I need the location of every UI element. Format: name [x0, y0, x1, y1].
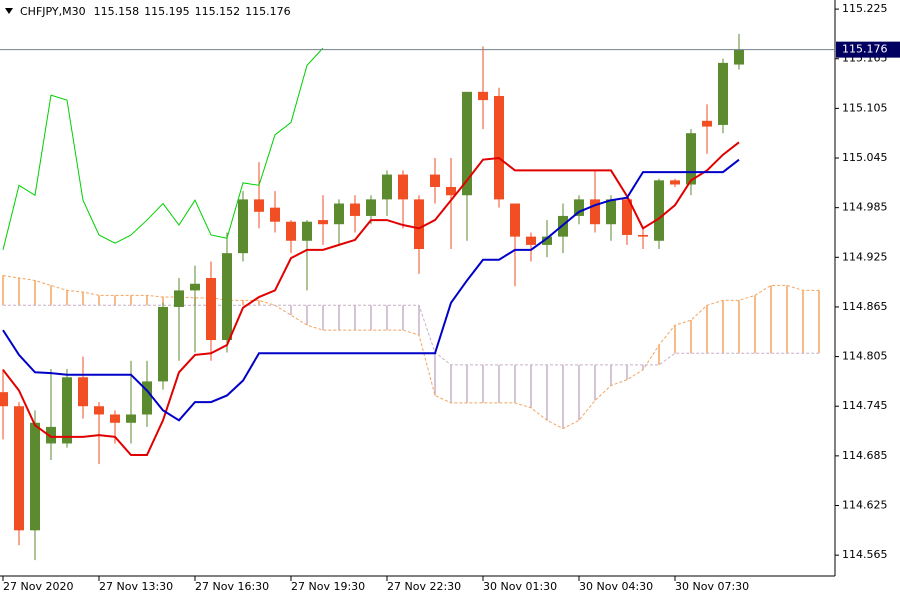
price-label-box [836, 41, 900, 58]
x-tick-label: 27 Nov 19:30 [291, 580, 365, 593]
candle-body [318, 220, 328, 225]
indicator-line [2, 141, 740, 457]
candle-body [462, 91, 472, 196]
senkou-span-a [2, 275, 819, 430]
candle-body [190, 283, 200, 291]
x-tick-label: 27 Nov 16:30 [195, 580, 269, 593]
candle-body [606, 199, 616, 225]
candle-body [398, 174, 408, 200]
candle-body [46, 426, 56, 444]
candle-body [158, 306, 168, 382]
candle-body [734, 49, 744, 65]
y-tick-label: 114.805 [842, 350, 888, 363]
candle-body [206, 277, 216, 341]
x-tick-label: 27 Nov 22:30 [387, 580, 461, 593]
y-tick-label: 114.625 [842, 499, 888, 512]
low: 115.152 [195, 5, 241, 18]
candle-body [718, 62, 728, 125]
candle-body [286, 221, 296, 241]
y-tick-label: 115.045 [842, 151, 888, 164]
candle-body [14, 406, 24, 531]
candle-body [526, 236, 536, 245]
candle-body [254, 199, 264, 212]
candle-body [638, 234, 648, 237]
x-tick-label: 30 Nov 04:30 [579, 580, 653, 593]
price-label: 115.176 [842, 43, 888, 56]
candle-body [142, 381, 152, 415]
candle-body [94, 406, 104, 415]
indicator-line [2, 158, 740, 422]
candle-body [174, 290, 184, 307]
candle-body [222, 253, 232, 341]
candle-body [654, 180, 664, 241]
candle-body [446, 186, 456, 196]
indicator-line [2, 47, 324, 250]
candle-body [78, 377, 88, 407]
candle-body [494, 95, 504, 200]
y-tick-label: 115.225 [842, 2, 888, 15]
close: 115.176 [245, 5, 291, 18]
plot-area [0, 33, 820, 561]
candle-body [478, 91, 488, 101]
x-tick-label: 30 Nov 07:30 [675, 580, 749, 593]
candle-body [62, 377, 72, 444]
candle-body [0, 392, 8, 407]
candle-body [334, 203, 344, 225]
x-tick-label: 27 Nov 13:30 [99, 580, 173, 593]
candle-body [350, 203, 360, 216]
y-tick-label: 114.745 [842, 399, 888, 412]
candle-body [126, 414, 136, 423]
candle-body [542, 236, 552, 245]
x-tick-label: 30 Nov 01:30 [483, 580, 557, 593]
symbol-header: CHFJPY,M30 115.158 115.195 115.152 115.176 [20, 5, 291, 18]
candle-body [238, 199, 248, 254]
candle-body [574, 199, 584, 216]
x-tick-label: 27 Nov 2020 [3, 580, 73, 593]
candle-body [590, 199, 600, 225]
candle-body [382, 174, 392, 200]
candle-body [622, 199, 632, 235]
candle-body [30, 422, 40, 531]
senkou-span-b [3, 304, 819, 366]
y-tick-label: 114.925 [842, 250, 888, 263]
candle-body [702, 120, 712, 127]
candle-body [670, 180, 680, 185]
high: 115.195 [144, 5, 190, 18]
candle-body [430, 174, 440, 187]
candle-body [414, 199, 424, 250]
candle-body [110, 414, 120, 423]
y-tick-label: 114.685 [842, 449, 888, 462]
candle-body [302, 221, 312, 241]
open: 115.158 [94, 5, 140, 18]
menu-arrow[interactable] [5, 8, 13, 14]
y-tick-label: 114.865 [842, 300, 888, 313]
y-tick-label: 115.105 [842, 101, 888, 114]
candle-body [510, 203, 520, 237]
symbol: CHFJPY,M30 [20, 5, 86, 18]
y-tick-label: 114.565 [842, 548, 888, 561]
candle-body [686, 133, 696, 185]
y-tick-label: 114.985 [842, 201, 888, 214]
candle-body [270, 207, 280, 222]
candle-body [366, 199, 376, 216]
